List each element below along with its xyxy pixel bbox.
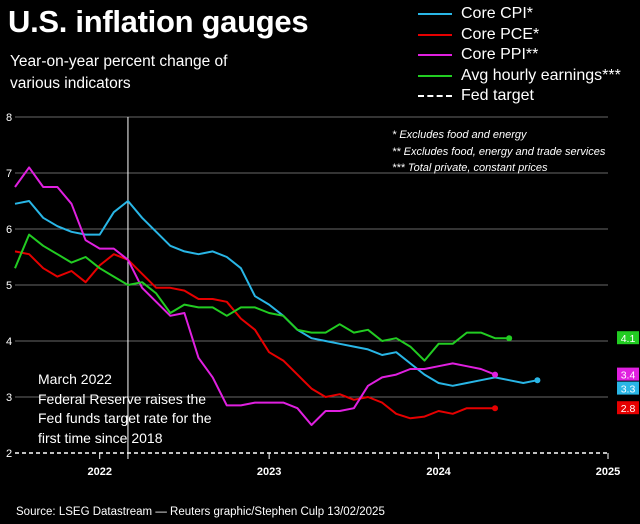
footnote-core: * Excludes food and energy bbox=[392, 129, 527, 141]
legend-swatch-fed-target bbox=[418, 95, 452, 98]
end-label-box-core-ppi bbox=[617, 367, 639, 381]
y-tick-label-5: 5 bbox=[6, 280, 12, 292]
x-tick-label-2023: 2023 bbox=[257, 466, 281, 478]
x-tick-label-2024: 2024 bbox=[426, 466, 451, 478]
legend: Core CPI* Core PCE* Core PPI** Avg hourl… bbox=[418, 4, 621, 107]
y-tick-label-4: 4 bbox=[6, 336, 12, 348]
legend-swatch-core-pce bbox=[418, 33, 452, 36]
y-tick-label-3: 3 bbox=[6, 392, 12, 404]
legend-label-fed-target: Fed target bbox=[461, 87, 534, 105]
legend-item-fed-target: Fed target bbox=[418, 86, 621, 107]
series-endpoint-avg-hourly-earnings bbox=[506, 335, 513, 342]
legend-item-core-ppi: Core PPI** bbox=[418, 45, 621, 66]
footnote-earnings: *** Total private, constant prices bbox=[392, 162, 548, 174]
series-endpoint-core-cpi bbox=[534, 377, 541, 384]
source-credit: Source: LSEG Datastream — Reuters graphi… bbox=[16, 506, 385, 518]
chart-title: U.S. inflation gauges bbox=[8, 4, 309, 39]
series-line-avg-hourly-earnings bbox=[14, 233, 510, 362]
series-line-core-ppi bbox=[14, 166, 496, 426]
y-tick-label-8: 8 bbox=[6, 112, 12, 124]
end-label-core-cpi: 3.3 bbox=[621, 384, 636, 396]
footnotes: * Excludes food and energy ** Excludes f… bbox=[392, 129, 605, 179]
y-tick-label-6: 6 bbox=[6, 224, 12, 236]
footnote-ppi: ** Excludes food, energy and trade servi… bbox=[392, 145, 606, 158]
fed-annotation-date: March 2022 bbox=[38, 371, 112, 387]
legend-label-avg-hourly-earnings: Avg hourly earnings*** bbox=[461, 66, 621, 84]
end-label-box-avg-hourly-earnings bbox=[617, 331, 639, 345]
legend-item-core-cpi: Core CPI* bbox=[418, 4, 621, 25]
end-label-box-core-pce bbox=[617, 401, 639, 415]
fed-annotation: March 2022 Federal Reserve raises the Fe… bbox=[38, 370, 218, 448]
chart-subtitle: Year-on-year percent change of various i… bbox=[10, 53, 228, 92]
legend-swatch-avg-hourly-earnings bbox=[418, 74, 452, 77]
legend-item-core-pce: Core PCE* bbox=[418, 25, 621, 46]
legend-label-core-cpi: Core CPI* bbox=[461, 5, 534, 23]
fed-annotation-text: Federal Reserve raises the Fed funds tar… bbox=[38, 390, 212, 446]
x-tick-label-2022: 2022 bbox=[87, 466, 111, 478]
series-endpoint-core-pce bbox=[492, 405, 499, 412]
legend-label-core-pce: Core PCE* bbox=[461, 25, 540, 43]
legend-item-avg-hourly-earnings: Avg hourly earnings*** bbox=[418, 66, 621, 87]
end-label-avg-hourly-earnings: 4.1 bbox=[621, 333, 636, 345]
legend-label-core-ppi: Core PPI** bbox=[461, 46, 539, 64]
x-tick-label-2025: 2025 bbox=[596, 466, 620, 478]
legend-swatch-core-ppi bbox=[418, 54, 452, 57]
y-tick-label-2: 2 bbox=[6, 448, 12, 460]
series-endpoint-core-ppi bbox=[492, 371, 499, 378]
series-line-core-pce bbox=[14, 250, 495, 420]
end-label-box-core-cpi bbox=[617, 381, 639, 395]
series-line-core-cpi bbox=[14, 200, 538, 387]
end-label-core-ppi: 3.4 bbox=[621, 370, 636, 382]
legend-swatch-core-cpi bbox=[418, 13, 452, 16]
end-label-core-pce: 2.8 bbox=[621, 403, 636, 415]
y-tick-label-7: 7 bbox=[6, 168, 12, 180]
